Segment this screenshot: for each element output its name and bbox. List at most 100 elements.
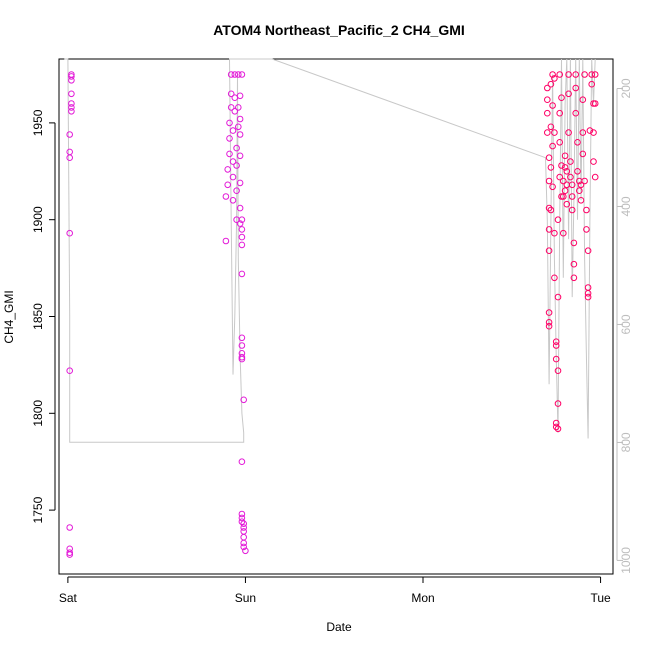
data-point xyxy=(545,177,553,185)
data-point xyxy=(238,334,246,342)
points-layer xyxy=(66,71,599,558)
data-point xyxy=(552,342,560,349)
data-point xyxy=(552,338,560,346)
x-tick-label: Tue xyxy=(590,591,611,605)
data-point xyxy=(588,71,596,78)
data-point xyxy=(572,71,580,78)
data-point xyxy=(552,419,560,427)
data-point xyxy=(584,247,592,254)
pressure-series-line xyxy=(64,58,596,443)
data-point xyxy=(551,75,558,82)
data-point xyxy=(240,520,247,528)
data-point xyxy=(560,229,567,237)
data-point xyxy=(554,367,562,375)
data-point xyxy=(558,94,565,101)
x-axis: Sat Sun Mon Tue xyxy=(59,576,611,605)
data-point xyxy=(66,367,73,375)
data-point xyxy=(68,90,75,98)
data-point xyxy=(545,309,553,316)
data-point xyxy=(240,539,247,547)
data-point xyxy=(233,187,240,194)
data-point xyxy=(565,129,572,136)
data-point xyxy=(570,239,578,247)
data-point xyxy=(579,96,587,103)
data-point xyxy=(568,193,576,200)
data-point xyxy=(227,71,235,78)
data-point xyxy=(558,162,565,169)
data-point xyxy=(235,123,242,131)
data-point xyxy=(544,96,551,103)
data-point xyxy=(238,226,246,233)
data-point xyxy=(233,144,240,152)
data-point xyxy=(588,80,596,88)
data-point xyxy=(551,274,558,282)
data-point xyxy=(235,104,242,111)
data-point xyxy=(236,152,244,160)
data-point xyxy=(545,204,553,212)
data-point xyxy=(238,241,246,249)
data-point xyxy=(590,129,597,136)
x-tick-label: Sun xyxy=(235,591,256,605)
data-point xyxy=(66,229,73,237)
data-point xyxy=(66,154,73,161)
data-point xyxy=(568,181,576,189)
y-axis: 1750 1800 1850 1900 1950 xyxy=(31,109,56,523)
data-point xyxy=(552,423,560,431)
right-tick-label: 1000 xyxy=(619,547,633,574)
data-point xyxy=(579,129,587,136)
x-axis-label: Date xyxy=(326,620,352,634)
data-point xyxy=(584,290,592,297)
data-point xyxy=(545,154,553,161)
data-point xyxy=(226,135,233,142)
y-tick-label: 1950 xyxy=(31,109,45,136)
data-point xyxy=(229,173,237,181)
data-point xyxy=(545,226,553,233)
data-point xyxy=(568,206,576,214)
data-point xyxy=(236,220,244,227)
pressure-line-layer xyxy=(64,58,596,443)
data-point xyxy=(229,197,237,204)
data-point xyxy=(233,162,240,169)
data-point xyxy=(242,547,249,555)
data-point xyxy=(226,119,233,127)
data-point xyxy=(556,109,564,117)
data-point xyxy=(561,152,569,160)
data-point xyxy=(240,543,247,551)
data-point xyxy=(547,164,555,171)
data-point xyxy=(227,104,235,111)
data-point xyxy=(238,342,246,349)
data-point xyxy=(236,131,244,138)
right-tick-label: 400 xyxy=(619,196,633,216)
data-point xyxy=(238,216,246,223)
data-point xyxy=(554,216,562,223)
data-point xyxy=(576,187,583,194)
data-point xyxy=(238,233,246,241)
data-point xyxy=(591,100,599,107)
data-point xyxy=(581,71,588,78)
data-point xyxy=(583,226,590,233)
data-point xyxy=(547,206,555,214)
data-point xyxy=(240,396,247,404)
data-point xyxy=(545,247,553,254)
data-point xyxy=(222,193,230,200)
data-point xyxy=(236,92,244,100)
data-point xyxy=(556,71,564,78)
data-point xyxy=(240,524,247,531)
data-point xyxy=(238,355,246,363)
data-point xyxy=(224,166,231,173)
data-point xyxy=(560,193,567,200)
data-point xyxy=(66,549,73,557)
data-point xyxy=(586,127,594,134)
right-tick-label: 800 xyxy=(619,432,633,452)
data-point xyxy=(238,458,246,466)
x-tick-label: Sat xyxy=(59,591,78,605)
right-axis: 200 400 600 800 1000 xyxy=(616,78,633,574)
data-point xyxy=(231,94,239,101)
x-tick-label: Mon xyxy=(411,591,434,605)
data-point xyxy=(68,104,75,111)
data-point xyxy=(565,90,572,98)
data-point xyxy=(551,229,558,237)
data-point xyxy=(66,524,73,531)
data-point xyxy=(224,181,231,189)
data-point xyxy=(238,71,246,78)
